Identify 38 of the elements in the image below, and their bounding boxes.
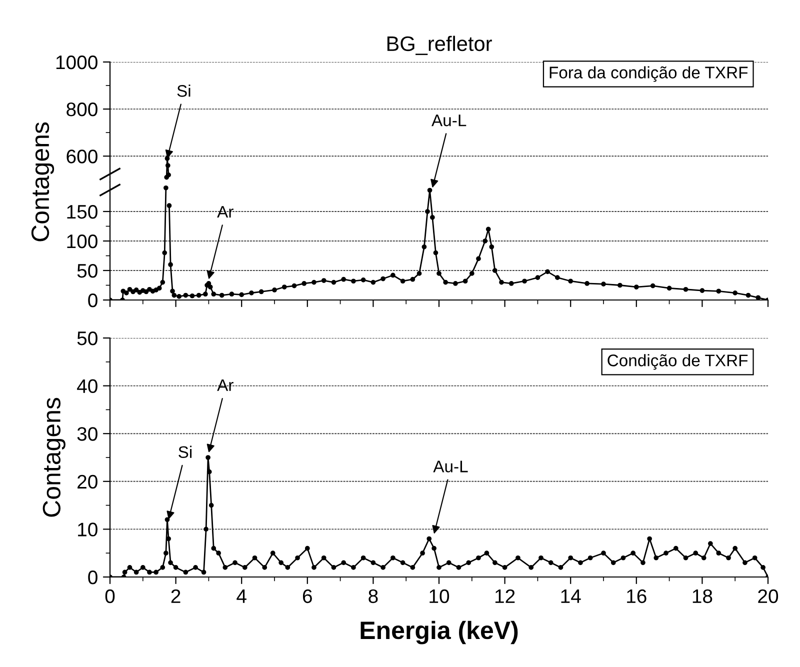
x-tick-label: 20	[758, 589, 778, 604]
annotation: Au-L	[433, 460, 468, 472]
annotation: Si	[178, 446, 192, 458]
x-tick-label: 6	[302, 589, 312, 604]
y-axis-title: Contagens	[42, 398, 66, 517]
x-tick-label: 14	[561, 590, 581, 603]
y-tick-label: 20	[78, 474, 98, 489]
annotation: Condição de TXRF	[608, 354, 748, 370]
x-tick-label: 10	[430, 589, 450, 604]
annotation: Au-L	[432, 114, 466, 126]
x-tick-label: 0	[105, 589, 115, 604]
x-tick-label: 18	[692, 589, 712, 604]
y-tick-label: 40	[77, 379, 98, 394]
x-tick-label: 12	[495, 589, 515, 603]
x-tick-label: 16	[627, 589, 646, 604]
y-tick-label: 0	[88, 570, 98, 584]
y-tick-label: 150	[67, 204, 98, 219]
x-tick-label: 4	[236, 590, 246, 603]
y-tick-label: 10	[78, 522, 98, 536]
x-axis-title: Energia (keV)	[360, 620, 518, 644]
annotation: Fora da condição de TXRF	[550, 66, 748, 82]
y-tick-label: 800	[66, 102, 98, 116]
y-tick-label: 600	[66, 150, 98, 164]
chart-title: BG_refletor	[387, 36, 492, 56]
point	[164, 156, 170, 161]
y-tick-label: 50	[77, 331, 98, 346]
y-axis-title: Contagens	[31, 122, 54, 242]
annotation: Ar	[217, 379, 234, 391]
x-tick-label: 8	[368, 589, 378, 604]
y-tick-label: 50	[77, 264, 98, 278]
x-tick-label: 2	[171, 589, 180, 603]
annotation: Ar	[217, 206, 234, 218]
annotation: Si	[177, 84, 190, 97]
y-tick-label: 0	[88, 293, 98, 308]
point	[165, 163, 170, 168]
y-tick-label: 1000	[56, 55, 98, 70]
y-tick-label: 100	[67, 234, 98, 248]
y-tick-label: 30	[77, 427, 98, 441]
